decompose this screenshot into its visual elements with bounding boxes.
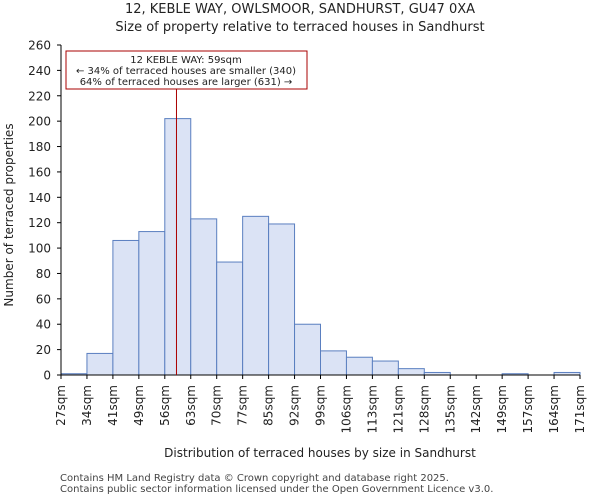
histogram-bar-49sqm xyxy=(138,231,166,376)
footer-licence: Contains public sector information licen… xyxy=(60,484,494,495)
histogram-bar-106sqm xyxy=(345,356,373,376)
x-tick-label: 128sqm xyxy=(417,385,431,433)
y-tick-label: 180 xyxy=(28,140,51,154)
x-tick-label: 135sqm xyxy=(443,385,457,433)
y-tick-label: 260 xyxy=(28,39,51,53)
x-tick-label: 157sqm xyxy=(521,385,535,433)
histogram-bar-113sqm xyxy=(371,360,399,376)
histogram-bar-85sqm xyxy=(268,223,296,376)
annotation-box xyxy=(65,50,308,90)
histogram-bar-63sqm xyxy=(190,218,218,376)
histogram-bar-99sqm xyxy=(320,350,347,376)
chart-subtitle: Size of property relative to terraced ho… xyxy=(115,20,485,35)
x-axis-label: Distribution of terraced houses by size … xyxy=(164,446,476,460)
x-tick-label: 171sqm xyxy=(573,385,587,433)
x-tick-label: 106sqm xyxy=(339,385,353,433)
y-tick-label: 220 xyxy=(28,89,51,103)
x-tick-label: 56sqm xyxy=(158,385,172,426)
y-tick-label: 60 xyxy=(36,292,51,306)
annotation-line-2: ← 34% of terraced houses are smaller (34… xyxy=(76,66,296,77)
histogram-bar-77sqm xyxy=(242,215,270,376)
x-tick-label: 70sqm xyxy=(210,385,224,426)
histogram-chart: 0 20 40 60 80 100 120 140 160 180 200 220 240 260 27s… xyxy=(2,39,587,461)
y-tick-label: 20 xyxy=(36,343,51,357)
histogram-bar-41sqm xyxy=(112,239,140,376)
annotation-line-1: 12 KEBLE WAY: 59sqm xyxy=(130,55,241,66)
x-tick-label: 77sqm xyxy=(236,385,250,426)
x-tick-label: 49sqm xyxy=(132,385,146,426)
x-tick-label: 142sqm xyxy=(469,385,483,433)
x-tick-label: 113sqm xyxy=(365,385,379,433)
y-tick-label: 80 xyxy=(36,267,51,281)
y-tick-label: 0 xyxy=(43,369,51,383)
y-axis-label: Number of terraced properties xyxy=(2,123,16,306)
y-tick-label: 200 xyxy=(28,115,51,129)
histogram-bar-121sqm xyxy=(397,368,425,376)
x-tick-label: 63sqm xyxy=(184,385,198,426)
y-tick-label: 40 xyxy=(36,318,51,332)
x-tick-label: 34sqm xyxy=(80,385,94,426)
y-tick-label: 100 xyxy=(28,242,51,256)
x-tick-label: 92sqm xyxy=(288,385,302,426)
chart-title: 12, KEBLE WAY, OWLSMOOR, SANDHURST, GU47… xyxy=(124,2,476,17)
x-tick-label: 99sqm xyxy=(314,385,328,426)
y-tick-label: 140 xyxy=(28,191,51,205)
footer-copyright: Contains HM Land Registry data © Crown c… xyxy=(60,473,449,484)
x-tick-label: 164sqm xyxy=(547,385,561,433)
y-tick-label: 240 xyxy=(28,64,51,78)
histogram-bar-56sqm xyxy=(164,118,192,376)
histogram-bar-34sqm xyxy=(86,352,114,376)
x-tick-label: 149sqm xyxy=(495,385,509,433)
x-tick-label: 121sqm xyxy=(391,385,405,433)
x-tick-label: 41sqm xyxy=(106,385,120,426)
histogram-bar-70sqm xyxy=(216,261,244,376)
y-tick-label: 120 xyxy=(28,216,51,230)
x-tick-label: 27sqm xyxy=(54,385,68,426)
annotation-line-3: 64% of terraced houses are larger (631) … xyxy=(80,77,293,88)
histogram-bar-92sqm xyxy=(294,323,321,376)
x-tick-label: 85sqm xyxy=(262,385,276,426)
y-tick-label: 160 xyxy=(28,165,51,179)
